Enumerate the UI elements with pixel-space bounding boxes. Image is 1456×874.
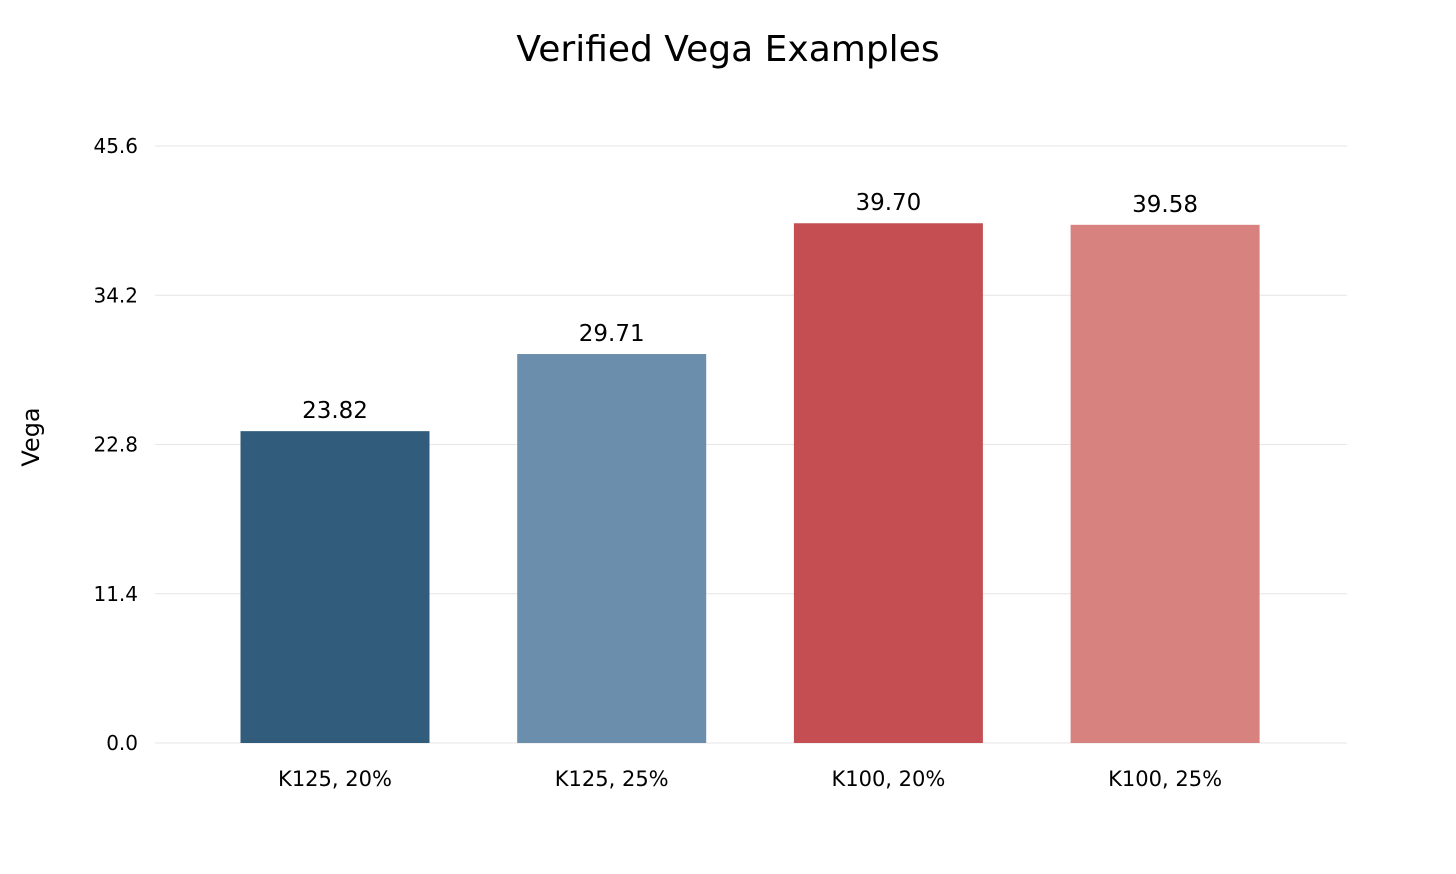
bar [1070,224,1260,744]
bar-value-label: 39.58 [1132,192,1198,218]
bar-value-label: 39.70 [855,190,921,216]
y-axis-label: Vega [17,407,45,466]
y-tick-label: 0.0 [106,731,138,755]
bars [240,223,1260,744]
x-category-label: K100, 25% [1108,767,1222,791]
bar [517,354,707,743]
y-tick-label: 45.6 [93,134,138,158]
chart-title: Verified Vega Examples [516,29,939,70]
bar [240,431,430,743]
bar-value-labels: 23.82 29.71 39.70 39.58 [302,190,1198,424]
y-tick-label: 11.4 [93,582,138,606]
x-category-label: K100, 20% [831,767,945,791]
bar [793,223,983,744]
bar-value-label: 23.82 [302,398,368,424]
y-tick-label: 22.8 [93,433,138,457]
bar-value-label: 29.71 [579,321,645,347]
y-tick-labels: 0.0 11.4 22.8 34.2 45.6 [93,134,138,755]
x-category-label: K125, 20% [278,767,392,791]
x-category-labels: K125, 20% K125, 25% K100, 20% K100, 25% [278,767,1222,791]
y-tick-label: 34.2 [93,283,138,307]
x-category-label: K125, 25% [555,767,669,791]
